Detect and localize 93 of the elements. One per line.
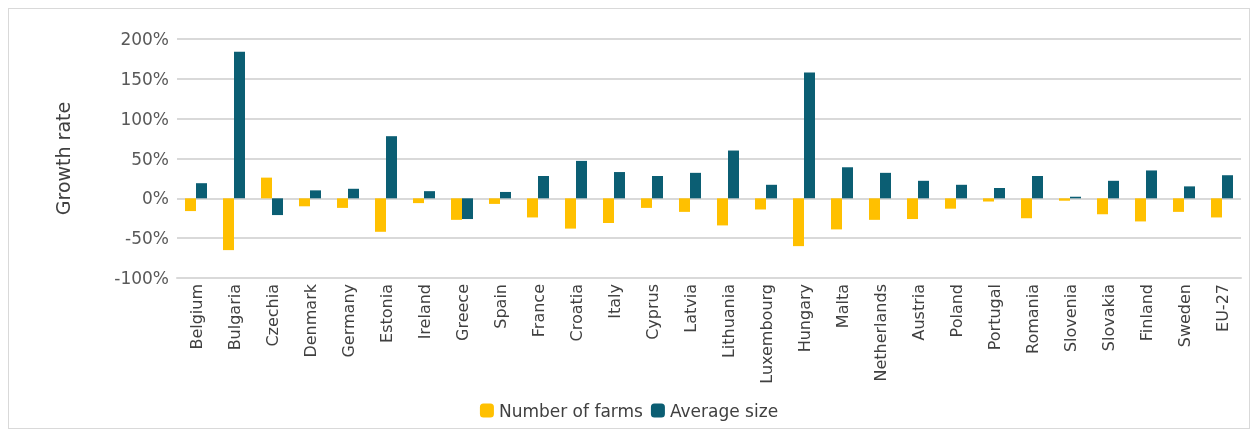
bar — [755, 198, 766, 210]
bar — [337, 198, 348, 208]
x-tick-label: Austria — [908, 284, 928, 341]
bar — [299, 198, 310, 207]
bar — [603, 198, 614, 224]
bar — [272, 198, 283, 216]
y-tick-label: 200% — [120, 29, 169, 49]
y-tick-label: 50% — [131, 148, 169, 169]
bar — [1108, 180, 1119, 199]
x-tick-label: Luxembourg — [756, 284, 776, 384]
bar — [1059, 198, 1070, 201]
legend-label: Average size — [669, 400, 779, 421]
bar — [489, 198, 500, 204]
bar — [956, 184, 967, 199]
x-tick-label: EU-27 — [1212, 284, 1232, 332]
bar — [842, 167, 853, 199]
bar — [831, 198, 842, 230]
bar — [994, 187, 1005, 199]
y-tick-label: 150% — [120, 68, 169, 89]
bar — [538, 176, 549, 199]
bar — [652, 176, 663, 199]
bar — [945, 198, 956, 209]
x-tick-label: Germany — [338, 284, 358, 358]
x-tick-label: Lithuania — [718, 284, 738, 359]
bar — [1032, 176, 1043, 199]
x-tick-label: Latvia — [680, 284, 700, 333]
bar — [386, 136, 397, 199]
bar — [690, 172, 701, 199]
bar — [1222, 175, 1233, 199]
bar — [565, 198, 576, 229]
x-tick-label: Italy — [604, 284, 624, 319]
y-tick-label: 0% — [142, 188, 169, 209]
bar — [728, 150, 739, 199]
y-tick-label: 100% — [120, 108, 169, 129]
bar — [869, 198, 880, 220]
x-tick-label: Czechia — [262, 284, 282, 347]
bar — [793, 198, 804, 247]
bar — [907, 198, 918, 220]
bar — [1173, 198, 1184, 212]
x-tick-label: Poland — [946, 284, 966, 338]
bar — [717, 198, 728, 226]
bar — [185, 198, 196, 212]
bar — [462, 198, 473, 220]
x-tick-label: Denmark — [300, 283, 320, 358]
x-tick-label: France — [528, 284, 548, 338]
bar — [310, 190, 321, 199]
bar — [679, 198, 690, 212]
x-tick-label: Belgium — [186, 284, 206, 350]
bar — [1097, 198, 1108, 215]
x-tick-label: Malta — [832, 284, 852, 329]
legend-label: Number of farms — [498, 400, 644, 421]
bar — [1021, 198, 1032, 219]
bar — [918, 180, 929, 199]
x-tick-label: Netherlands — [870, 284, 890, 382]
bar — [413, 198, 424, 204]
x-tick-label: Spain — [490, 284, 510, 329]
bar — [500, 191, 511, 199]
bar — [1135, 198, 1146, 222]
x-tick-label: Ireland — [414, 284, 434, 340]
bar — [766, 184, 777, 199]
bar — [375, 198, 386, 232]
bar — [348, 188, 359, 199]
x-tick-label: Slovenia — [1060, 284, 1080, 353]
bar — [1211, 198, 1222, 218]
bar — [424, 191, 435, 199]
bar — [614, 172, 625, 199]
bar — [641, 198, 652, 208]
x-tick-label: Croatia — [566, 284, 586, 342]
x-tick-label: Slovakia — [1098, 284, 1118, 352]
x-tick-label: Greece — [452, 284, 472, 341]
bar — [527, 198, 538, 218]
x-tick-label: Bulgaria — [224, 284, 244, 351]
bar — [576, 160, 587, 199]
bar — [451, 198, 462, 220]
bar — [880, 172, 891, 199]
bar — [1184, 186, 1195, 199]
x-tick-label: Romania — [1022, 284, 1042, 354]
x-tick-label: Finland — [1136, 284, 1156, 342]
x-tick-label: Hungary — [794, 284, 814, 353]
y-tick-label: -50% — [125, 228, 169, 249]
bar — [234, 51, 245, 199]
bar — [196, 183, 207, 199]
x-tick-label: Estonia — [376, 284, 396, 343]
bar — [261, 177, 272, 199]
x-tick-label: Portugal — [984, 284, 1004, 351]
x-tick-label: Cyprus — [642, 284, 662, 340]
y-axis-title: Growth rate — [51, 101, 74, 216]
x-tick-label: Sweden — [1174, 284, 1194, 348]
bar — [983, 198, 994, 202]
bar — [223, 198, 234, 251]
y-tick-label: -100% — [114, 268, 169, 288]
bar — [1146, 170, 1157, 199]
bar — [804, 72, 815, 199]
